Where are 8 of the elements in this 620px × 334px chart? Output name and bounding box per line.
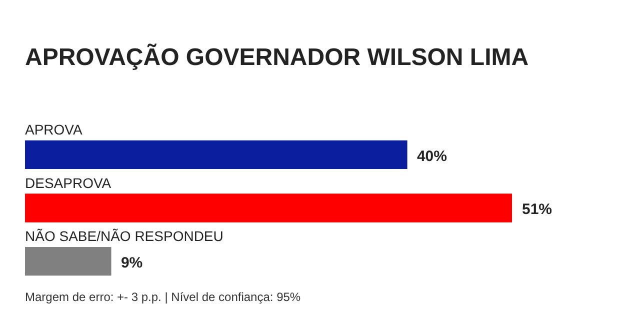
data-label: 40% bbox=[416, 148, 447, 165]
y-tick-label: APROVA bbox=[25, 122, 83, 138]
text: Margem de erro: +- 3 p.p. | Nível de confiança: 95% bbox=[25, 290, 301, 304]
data-label: 51% bbox=[522, 201, 552, 218]
data-label: 9% bbox=[120, 254, 143, 272]
y-tick-label: NÃO SABE/NÃO RESPONDEU bbox=[25, 228, 224, 244]
y-tick-label: DESAPROVA bbox=[25, 174, 112, 191]
chart-title: APROVAÇÃO GOVERNADOR WILSON LIMA bbox=[25, 44, 529, 72]
